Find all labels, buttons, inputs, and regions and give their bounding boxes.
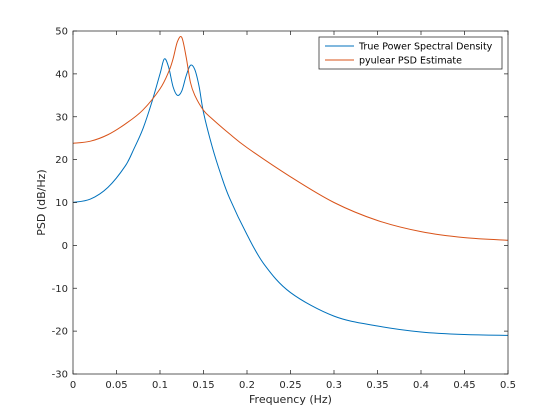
legend-box: [318, 36, 503, 70]
y-tick-label: 0: [62, 241, 68, 252]
ticks-layer: 0 0.05 0.1 0.15 0.2 0.25 0.3 0.35 0.4 0.45 0.5 -30 -…: [52, 27, 516, 392]
legend-entry-true-psd: True Power Spectral Density: [358, 42, 493, 53]
series-layer: [72, 36, 509, 336]
x-axis-label: Frequency (Hz): [249, 393, 332, 406]
x-tick-label: 0.05: [105, 380, 127, 391]
y-tick-label: 30: [55, 112, 68, 123]
x-tick-label: 0.2: [239, 380, 255, 391]
plot-area: [73, 31, 508, 374]
x-tick-label: 0.25: [279, 380, 301, 391]
x-tick-label: 0.4: [413, 380, 429, 391]
x-tick-label: 0.15: [192, 380, 214, 391]
y-tick-label: -20: [52, 327, 68, 338]
y-tick-label: -10: [52, 284, 68, 295]
x-tick-label: 0.35: [366, 380, 388, 391]
legend: True Power Spectral Density pyulear PSD …: [318, 36, 503, 70]
x-tick-label: 0.5: [500, 380, 516, 391]
series-line-1: [72, 36, 509, 241]
legend-entry-pyulear: pyulear PSD Estimate: [359, 56, 462, 67]
x-tick-label: 0.45: [453, 380, 475, 391]
x-tick-label: 0: [70, 380, 76, 391]
y-tick-label: 10: [55, 198, 68, 209]
x-tick-label: 0.3: [326, 380, 342, 391]
y-tick-label: 20: [55, 155, 68, 166]
y-tick-label: 40: [55, 69, 68, 80]
x-tick-label: 0.1: [152, 380, 168, 391]
y-axis-label: PSD (dB/Hz): [35, 169, 48, 235]
y-tick-label: -30: [52, 370, 68, 381]
y-tick-label: 50: [55, 27, 68, 38]
series-line-0: [72, 58, 509, 336]
